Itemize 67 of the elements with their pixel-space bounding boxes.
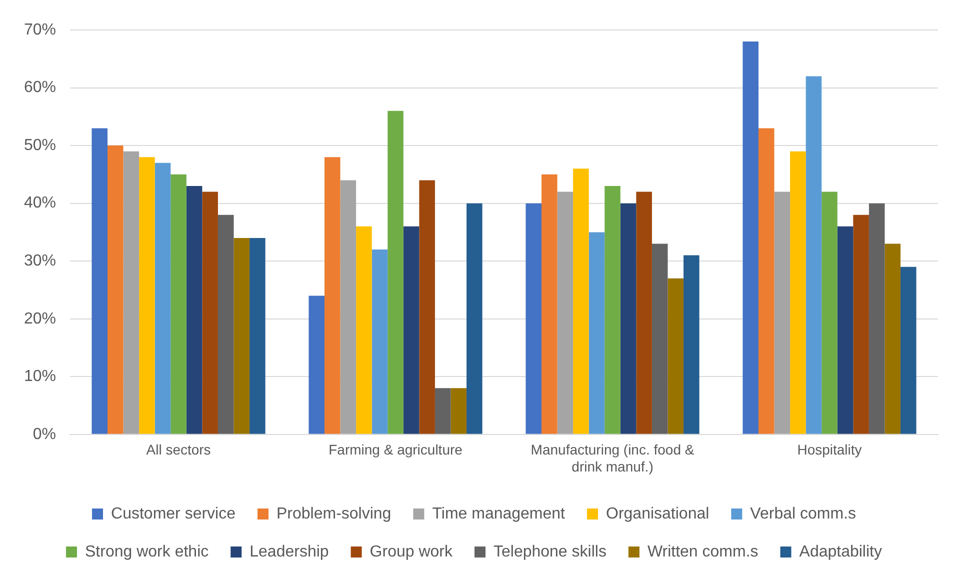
bar [202, 192, 218, 434]
bar [900, 266, 916, 434]
legend-label: Telephone skills [493, 543, 606, 560]
y-tick-label: 20% [24, 310, 56, 328]
bar [526, 203, 542, 434]
bar [434, 388, 451, 434]
bar [466, 203, 482, 434]
bar [541, 174, 558, 434]
bar [154, 162, 171, 434]
bar [557, 192, 574, 434]
y-tick-label: 60% [24, 79, 56, 96]
bar [92, 128, 108, 434]
x-tick-label: All sectors [146, 442, 211, 458]
bar [604, 186, 620, 434]
bar [340, 180, 356, 434]
bar [356, 226, 372, 434]
legend-label: Problem-solving [276, 505, 392, 522]
bar [636, 192, 652, 434]
bar [108, 146, 124, 434]
bar [170, 174, 186, 434]
bar [620, 203, 636, 434]
bar [822, 192, 838, 434]
y-tick-label: 30% [24, 252, 56, 270]
bar [652, 244, 668, 434]
bar [684, 255, 700, 434]
y-tick-label: 10% [24, 368, 56, 386]
bar [790, 151, 806, 434]
bar [774, 192, 790, 434]
bar [123, 151, 140, 434]
bar [573, 168, 589, 434]
bar [324, 157, 340, 434]
bar [403, 226, 420, 434]
y-tick-label: 50% [24, 136, 56, 154]
bar [742, 42, 758, 434]
legend-label: Organisational [606, 505, 710, 522]
bar [806, 76, 822, 434]
legend-label: Leadership [250, 543, 329, 560]
x-tick-label: Hospitality [797, 442, 862, 458]
bar [250, 238, 266, 434]
bar [186, 186, 202, 434]
bar [372, 250, 388, 434]
bar [419, 180, 435, 434]
legend-label: Customer service [111, 505, 236, 522]
legend-label: Verbal comm.s [750, 505, 856, 522]
legend-label: Written comm.s [647, 543, 758, 560]
bar [884, 244, 901, 434]
bar [668, 278, 684, 434]
bar [388, 110, 404, 434]
x-tick-label: Manufacturing (inc. food & drink manuf.) [530, 442, 695, 474]
legend-label: Strong work ethic [85, 543, 209, 560]
bar [868, 203, 885, 434]
bar [758, 128, 774, 434]
legend-label: Adaptability [799, 543, 882, 560]
y-tick-label: 70% [24, 21, 56, 38]
legend-label: Time management [432, 505, 566, 522]
bar [588, 232, 605, 434]
bar [218, 214, 234, 434]
bar [308, 296, 324, 434]
bar [837, 226, 854, 434]
bar [234, 238, 250, 434]
x-tick-label: Farming & agriculture [328, 442, 463, 458]
bar [853, 214, 869, 434]
y-tick-label: 0% [32, 426, 56, 443]
legend-label: Group work [370, 543, 454, 560]
bar [450, 388, 467, 434]
bar [139, 157, 155, 434]
y-tick-label: 40% [24, 194, 56, 212]
